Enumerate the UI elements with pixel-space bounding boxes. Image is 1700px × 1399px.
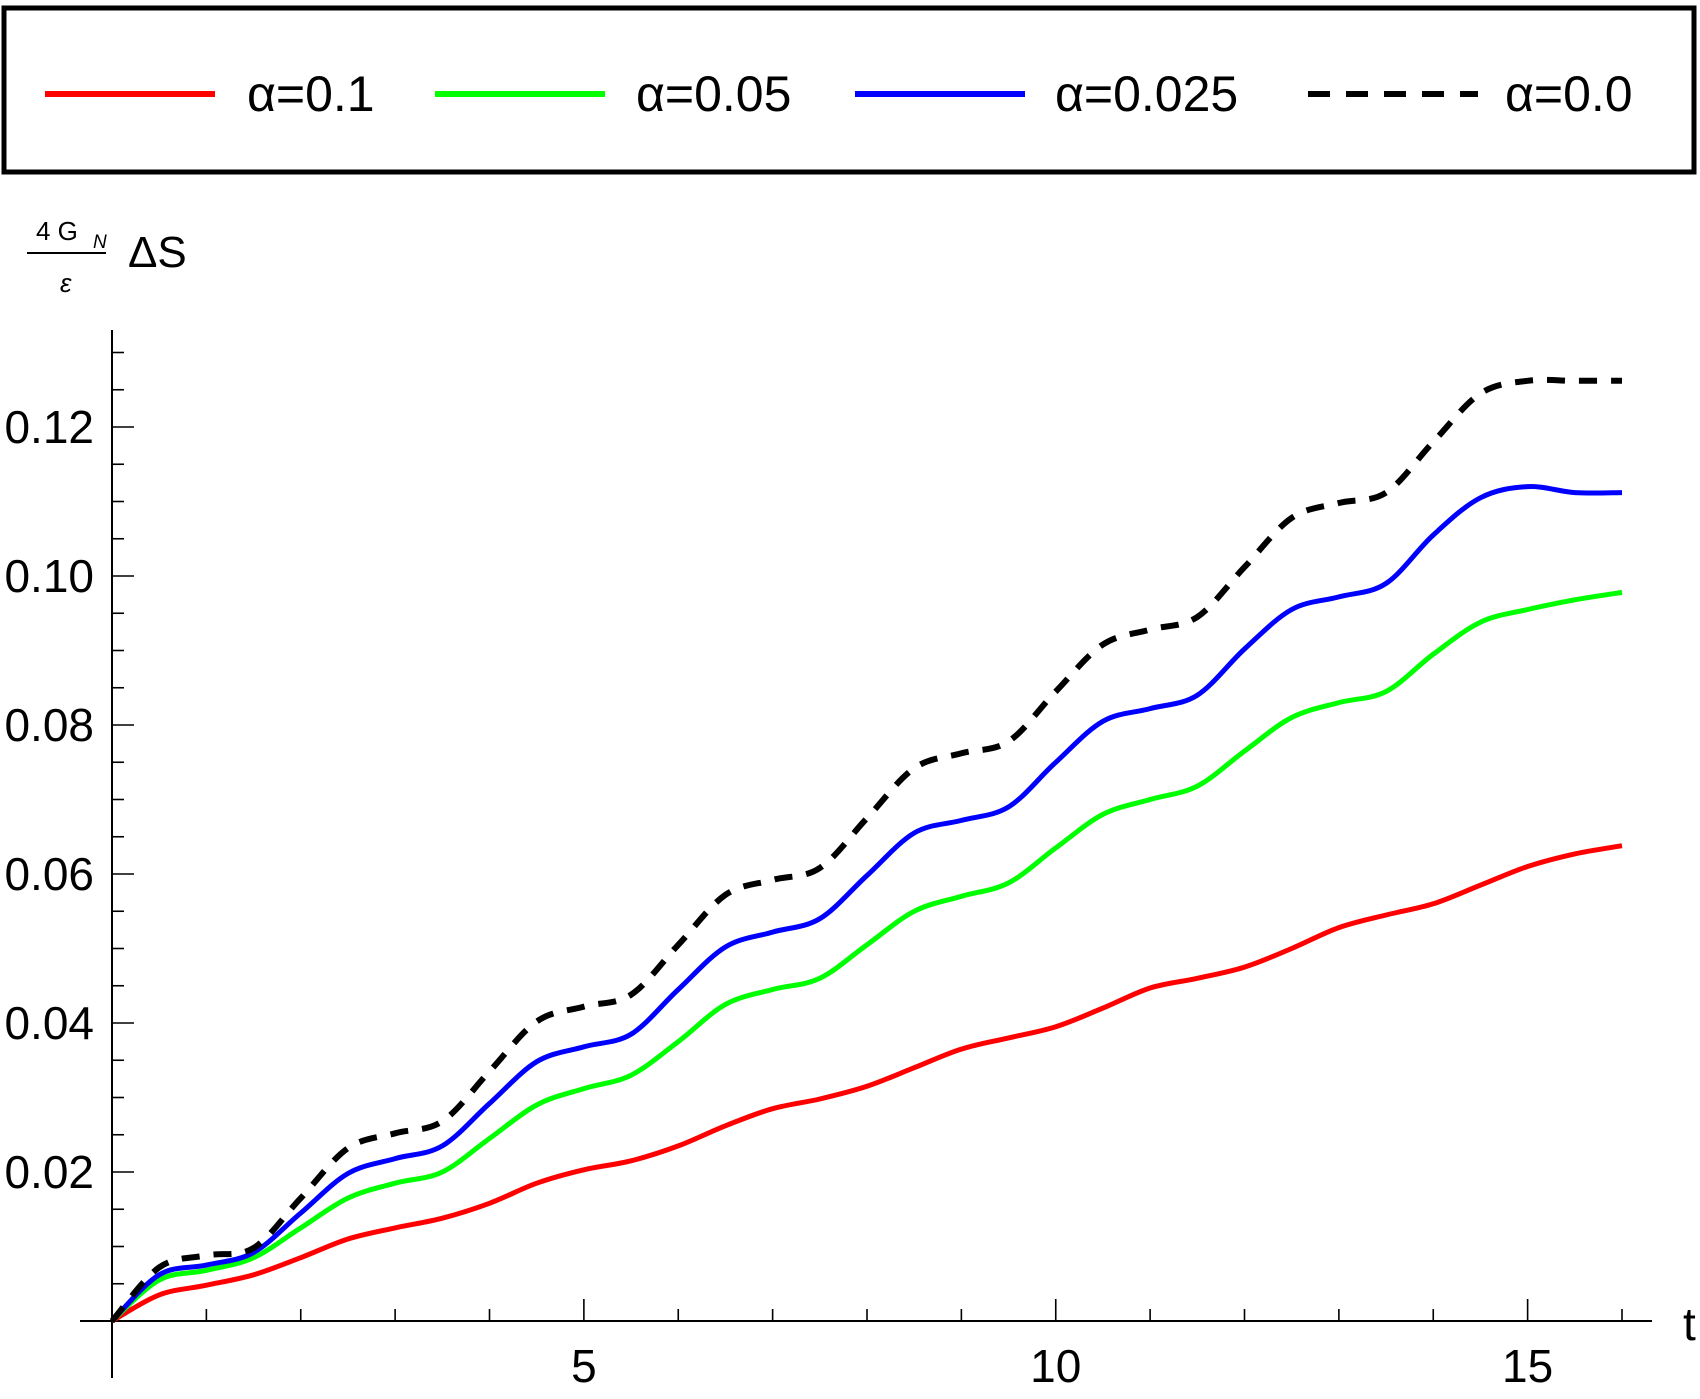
x-tick-label: 10 (1030, 1340, 1081, 1392)
legend-label: α=0.025 (1055, 66, 1238, 122)
y-label-numerator: 4 G (36, 216, 78, 246)
series-line (110, 484, 1623, 1323)
series-line (110, 843, 1623, 1324)
y-label-numerator-subscript: N (93, 232, 107, 253)
y-axis-label: 4 G N ε ΔS (27, 216, 187, 298)
legend-frame (1, 5, 1697, 175)
y-tick-label: 0.08 (4, 699, 94, 751)
y-tick-label: 0.06 (4, 848, 94, 900)
x-tick-label: 15 (1502, 1340, 1553, 1392)
y-tick-label: 0.10 (4, 550, 94, 602)
y-tick-label: 0.12 (4, 401, 94, 453)
y-tick-label: 0.02 (4, 1146, 94, 1198)
legend: α=0.1 α=0.05 α=0.025 α=0.0 (1, 5, 1697, 175)
axes: 5 10 15 0.02 0.04 0.06 0.08 0.10 0.12 (4, 330, 1652, 1392)
legend-label: α=0.0 (1505, 66, 1633, 122)
y-tick-label: 0.04 (4, 997, 94, 1049)
legend-label: α=0.05 (636, 66, 791, 122)
x-axis-label: t (1683, 1298, 1696, 1350)
legend-label: α=0.1 (247, 66, 375, 122)
series-line (110, 589, 1623, 1323)
y-label-quantity: ΔS (128, 228, 187, 277)
plot-area (109, 376, 1623, 1324)
x-tick-label: 5 (571, 1340, 597, 1392)
y-label-denominator: ε (60, 268, 72, 298)
